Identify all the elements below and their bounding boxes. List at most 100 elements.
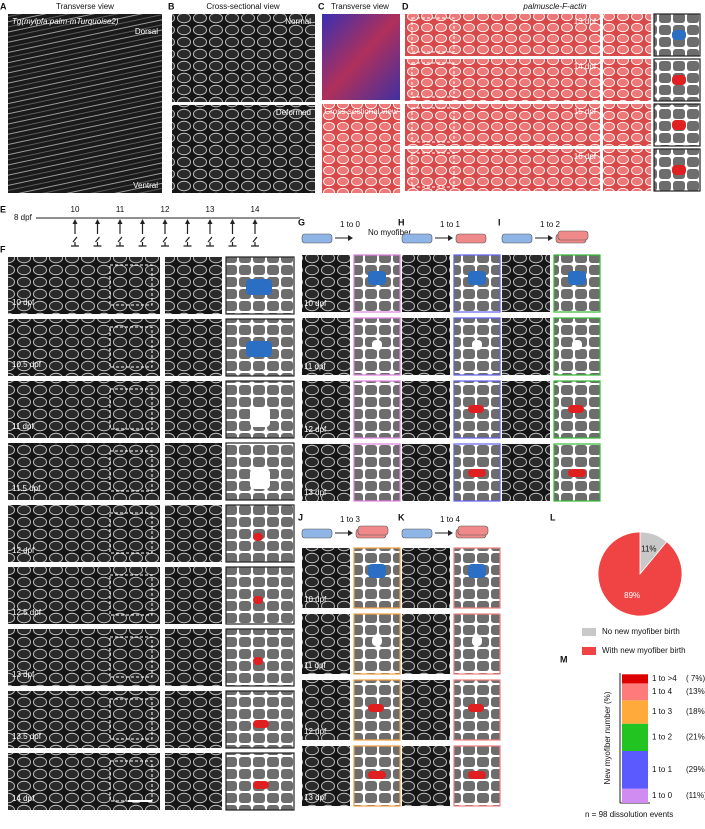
label: 1 to 2 [540, 220, 561, 229]
arrow-head [252, 219, 258, 224]
arrow-head [348, 530, 353, 536]
micrograph [405, 104, 600, 146]
highlight-cell [246, 279, 272, 295]
segment-name: 1 to 2 [652, 732, 673, 741]
label: 16 dpf [574, 152, 597, 161]
label: 1 to 1 [440, 220, 461, 229]
micrograph [402, 444, 450, 501]
fiber-icon [301, 233, 333, 244]
label: G [298, 217, 305, 227]
label: 12 dpf [304, 727, 327, 736]
micrograph [402, 255, 450, 312]
micrograph [8, 381, 160, 438]
micrograph [165, 319, 222, 376]
label: Cross-sectional view [324, 107, 398, 116]
label: 13 dpf [304, 488, 327, 497]
microscope-icon [228, 236, 237, 247]
microscope-icon [183, 236, 192, 247]
dashed-box [411, 152, 455, 188]
arrow-head [140, 219, 145, 224]
micrograph [8, 505, 160, 562]
micrograph [8, 257, 160, 314]
micrograph [502, 381, 550, 438]
microscope-icon [251, 236, 259, 247]
micrograph [165, 257, 222, 314]
segment-name: 1 to 0 [652, 791, 673, 800]
bar-segment [622, 788, 648, 803]
data-label: 89% [624, 591, 640, 600]
dashed-box [109, 450, 153, 492]
highlight-cell [368, 271, 386, 285]
label: K [398, 512, 405, 522]
micrograph [405, 59, 600, 101]
dashed-box [411, 62, 455, 98]
label: B [168, 1, 175, 11]
micrograph [165, 505, 222, 562]
highlight-cell [672, 30, 686, 40]
micrograph [165, 567, 222, 624]
highlight-cell [572, 340, 582, 350]
highlight-cell [468, 704, 484, 712]
label: J [298, 512, 303, 522]
fiber-icon [401, 528, 433, 539]
label: 10 dpf [12, 298, 35, 307]
label: 12 dpf [304, 425, 327, 434]
label: Dorsal [135, 27, 158, 36]
label: 10 [71, 205, 80, 214]
micrograph [302, 746, 350, 806]
micrograph [603, 14, 651, 56]
label: 13.5 dpf [12, 732, 42, 741]
highlight-cell [472, 636, 482, 646]
highlight-cell [472, 340, 482, 350]
micrograph [405, 149, 600, 191]
micrograph [603, 59, 651, 101]
micrograph [402, 381, 450, 438]
bar-segment [622, 723, 648, 751]
fiber-icon [457, 525, 489, 536]
micrograph [402, 548, 450, 608]
microscope-icon [206, 236, 214, 247]
micrograph [322, 14, 400, 100]
fiber-icon [357, 525, 389, 536]
micrograph [402, 614, 450, 674]
label: E [0, 204, 6, 214]
micrograph [603, 149, 651, 191]
label: 11 dpf [304, 661, 326, 670]
arrow-head [448, 235, 453, 241]
label: 15 dpf [574, 107, 597, 116]
micrograph [172, 105, 315, 193]
micrograph [8, 691, 160, 748]
label: 14 dpf [574, 62, 597, 71]
micrograph [322, 104, 400, 193]
micrograph [302, 548, 350, 608]
pie-slice [597, 531, 683, 617]
schematic [225, 566, 295, 625]
label: 11 [116, 205, 125, 214]
microscope-icon [116, 236, 124, 247]
highlight-cell [246, 341, 272, 357]
bar-segment [622, 700, 648, 724]
fiber-icon [501, 233, 533, 244]
data-label: (11%) [686, 791, 705, 800]
label: A [0, 1, 7, 11]
data-label: (21%) [686, 732, 705, 741]
highlight-cell [568, 271, 586, 285]
highlight-cell [468, 405, 484, 413]
label: 13 [206, 205, 215, 214]
highlight-cell [368, 771, 386, 779]
label: 12 dpf [12, 546, 35, 555]
label: L [550, 512, 556, 522]
microscope-icon [71, 236, 79, 247]
arrow-head [548, 235, 553, 241]
microscope-icon [138, 236, 147, 247]
label: 12 [161, 205, 170, 214]
label: Normal [285, 17, 311, 26]
highlight-cell [372, 340, 382, 350]
arrow-head [207, 219, 213, 224]
highlight-cell [568, 469, 586, 477]
segment-name: 1 to >4 [652, 674, 677, 683]
highlight-cell [253, 596, 263, 604]
arrow-head [348, 235, 353, 241]
dashed-box [411, 17, 455, 53]
